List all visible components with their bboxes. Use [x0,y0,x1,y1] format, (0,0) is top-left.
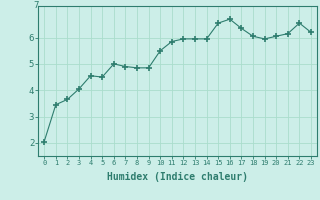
X-axis label: Humidex (Indice chaleur): Humidex (Indice chaleur) [107,172,248,182]
Text: 7: 7 [33,1,38,10]
